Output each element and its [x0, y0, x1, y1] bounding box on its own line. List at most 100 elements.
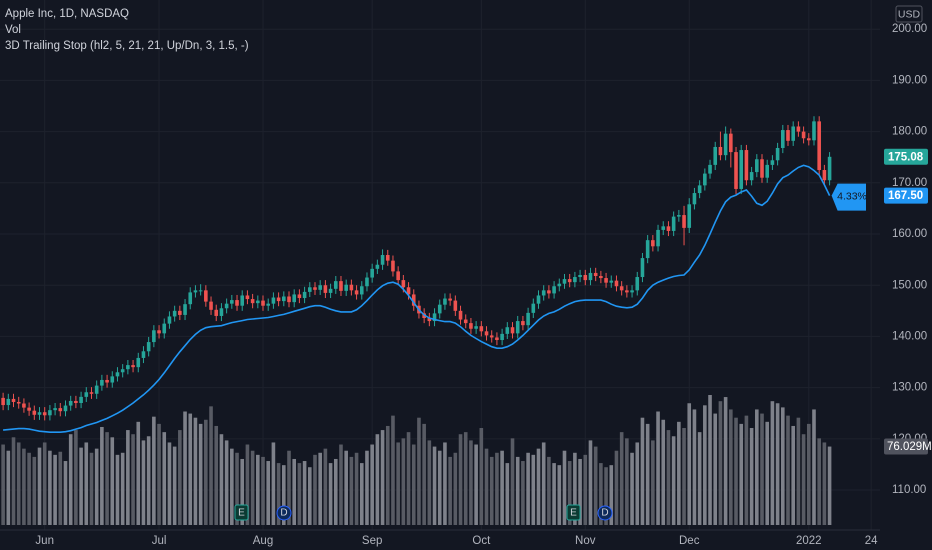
volume-bar: [458, 434, 463, 525]
candle-body: [427, 318, 432, 322]
volume-bar: [510, 438, 515, 525]
candle-body: [510, 327, 515, 334]
candle-body: [224, 303, 229, 309]
volume-bar: [131, 434, 135, 525]
candle-body: [131, 365, 135, 368]
volume-bar: [344, 450, 348, 525]
y-tick-label: 160.00: [892, 228, 927, 240]
volume-bar: [827, 446, 832, 525]
candle-body: [37, 412, 42, 415]
candle-body: [541, 290, 546, 296]
x-tick-label: Dec: [679, 535, 700, 547]
candle-body: [713, 146, 718, 165]
candle-body: [58, 408, 63, 412]
candle-body: [562, 279, 567, 284]
volume-bar: [489, 456, 494, 525]
volume-bar: [68, 434, 73, 525]
volume-bar: [396, 442, 400, 525]
candle-body: [401, 280, 406, 288]
volume-bar: [562, 450, 567, 525]
volume-bar: [573, 452, 577, 525]
candle-body: [495, 337, 499, 341]
volume-bar: [94, 448, 99, 525]
volume-bar: [162, 432, 167, 525]
candle-body: [697, 185, 702, 194]
currency-box[interactable]: [895, 5, 923, 23]
x-tick-label: Jul: [152, 535, 167, 547]
candle-body: [344, 284, 348, 291]
event-marker: [566, 504, 581, 521]
candle-body: [484, 331, 489, 336]
candle-body: [302, 291, 307, 299]
candle-body: [692, 193, 697, 205]
volume-bar: [349, 456, 354, 525]
volume-bar: [282, 465, 286, 525]
candle-body: [183, 304, 187, 315]
volume-bar: [744, 415, 749, 525]
candle-body: [1, 397, 5, 406]
candle-body: [463, 319, 468, 324]
volume-bar: [287, 450, 291, 525]
candle-body: [645, 240, 650, 259]
y-tick-label: 110.00: [892, 484, 926, 496]
events: E D E D: [234, 504, 613, 521]
volume-bar: [42, 442, 47, 525]
candle-body: [120, 369, 125, 373]
candle-body: [780, 130, 785, 148]
volume-bar: [105, 432, 109, 525]
candle-body: [614, 280, 619, 287]
volume-bar: [313, 454, 317, 525]
volume-bar: [760, 413, 764, 525]
volume-bar: [651, 440, 655, 525]
volume-bar: [786, 415, 790, 525]
candle-body: [141, 351, 146, 358]
candle-body: [235, 300, 239, 306]
candle-body: [84, 392, 89, 397]
candle-body: [53, 408, 57, 411]
volume-bar: [58, 451, 63, 525]
candle-body: [552, 286, 556, 294]
volume-bar: [370, 444, 374, 525]
candle-body: [531, 303, 536, 313]
candle-body: [578, 274, 582, 278]
candle-body: [489, 335, 494, 338]
volume-bar: [209, 406, 213, 525]
volume-bar: [271, 442, 276, 525]
candle-body: [198, 290, 203, 292]
candle-body: [515, 321, 520, 334]
candle-body: [292, 294, 296, 303]
volume-bar: [682, 428, 686, 525]
volume-bar: [567, 461, 572, 525]
candle-body: [276, 297, 281, 302]
volume-bar: [141, 440, 146, 525]
line-layer: [3, 164, 831, 433]
volume-bar: [604, 467, 608, 525]
candle-body: [505, 327, 510, 334]
volume-bar: [557, 465, 562, 525]
volume-bar: [235, 452, 239, 525]
candle-body: [458, 310, 463, 320]
volume-bar: [521, 461, 525, 525]
volume-bar: [588, 440, 593, 525]
volume-bar: [89, 452, 94, 525]
currency-label: USD: [898, 8, 921, 20]
candle-body: [240, 295, 245, 306]
candle-body: [619, 286, 624, 291]
x-tick-label: Jun: [35, 535, 54, 547]
candle-body: [479, 326, 484, 332]
candle-body: [396, 271, 400, 281]
candle-body: [453, 300, 458, 311]
volume-bar: [422, 423, 426, 525]
volume-bar: [74, 430, 78, 525]
volume-bar: [697, 432, 702, 525]
candle-body: [822, 170, 827, 181]
chart-title: Apple Inc, 1D, NASDAQ: [5, 8, 129, 20]
candle-body: [209, 301, 213, 310]
candle-body: [651, 240, 655, 247]
candle-body: [354, 290, 359, 295]
volume-bar: [474, 444, 478, 525]
volume-bar: [411, 444, 416, 525]
volume-bar: [687, 403, 692, 525]
candle-body: [328, 288, 333, 293]
volume-bar: [307, 467, 312, 525]
